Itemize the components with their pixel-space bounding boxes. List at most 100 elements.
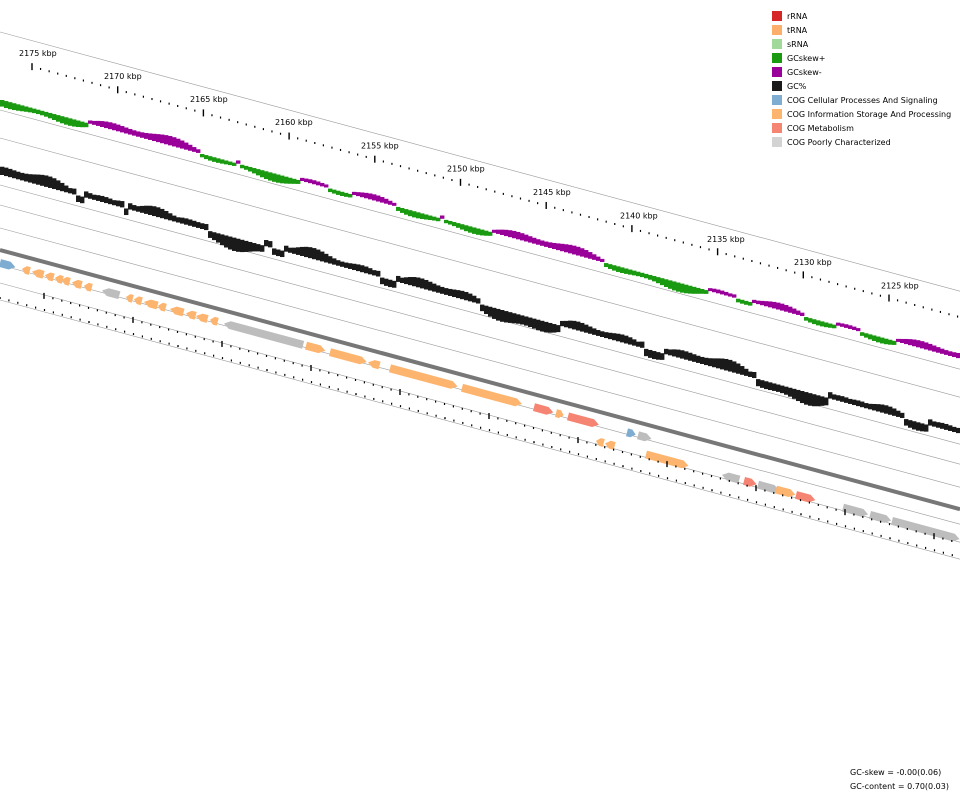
gc-content-bar — [508, 312, 513, 323]
gc-content-bar — [204, 224, 209, 231]
legend-item: COG Metabolism — [772, 121, 951, 135]
gc-skew-bar — [592, 254, 597, 260]
legend-label: sRNA — [787, 39, 809, 49]
gc-skew-bar — [720, 290, 725, 295]
gc-content-bar — [608, 332, 613, 340]
gc-skew-bar — [952, 352, 957, 358]
gc-content-bar — [936, 422, 941, 428]
legend-swatch — [772, 39, 782, 49]
gc-skew-bar — [924, 342, 929, 350]
gc-content-bar — [400, 277, 405, 283]
gc-skew-bar — [892, 340, 897, 345]
gc-content-bar — [72, 188, 77, 195]
gc-content-bar — [504, 311, 509, 323]
gc-skew-bar — [52, 114, 57, 121]
gc-content-bar — [48, 176, 53, 188]
gc-skew-bar — [368, 193, 373, 200]
gc-content-bar — [368, 268, 373, 275]
legend-item: rRNA — [772, 9, 951, 23]
gc-content-bar — [444, 288, 449, 295]
gc-skew-bar — [304, 178, 309, 183]
gc-skew-bar — [256, 169, 261, 176]
gc-skew-bar — [176, 138, 181, 148]
gc-content-track — [0, 166, 960, 434]
gc-content-bar — [716, 358, 721, 369]
gc-skew-bar — [36, 109, 41, 115]
gc-content-bar — [892, 408, 897, 416]
gc-skew-bar — [716, 289, 721, 294]
gc-skew-bar — [916, 340, 921, 348]
gc-content-bar — [884, 405, 889, 414]
legend-swatch — [772, 53, 782, 63]
gc-skew-bar — [32, 108, 37, 114]
gc-skew-bar — [140, 132, 145, 138]
gc-skew-bar — [580, 248, 585, 257]
legend-swatch — [772, 123, 782, 133]
gc-content-bar — [68, 188, 73, 194]
gc-content-bar — [416, 277, 421, 288]
gc-content-stat: GC-content = 0.70(0.03) — [850, 782, 949, 791]
gc-content-bar — [900, 412, 905, 418]
legend-swatch — [772, 95, 782, 105]
gc-skew-bar — [588, 252, 593, 259]
gc-skew-bar — [56, 115, 61, 122]
gc-skew-bar — [484, 230, 489, 236]
gc-content-bar — [524, 316, 529, 326]
gc-content-bar — [940, 422, 945, 429]
gc-content-bar — [260, 245, 265, 252]
gc-content-bar — [92, 194, 97, 200]
gc-skew-bar — [236, 160, 241, 164]
gc-content-bar — [684, 351, 689, 360]
gc-content-bar — [660, 353, 665, 360]
gc-content-bar — [356, 264, 361, 272]
gc-skew-bar — [572, 245, 577, 255]
gc-skew-bar — [704, 290, 709, 294]
gc-skew-bar — [440, 215, 445, 219]
gc-skew-bar — [436, 217, 441, 222]
gc-content-bar — [700, 356, 705, 364]
gc-content-bar — [88, 193, 93, 199]
gc-skew-bar — [776, 302, 781, 310]
gc-skew-bar — [672, 281, 677, 291]
gc-content-bar — [632, 339, 637, 346]
gc-skew-bar — [644, 273, 649, 279]
gc-content-bar — [312, 248, 317, 260]
gc-content-bar — [628, 337, 633, 345]
gc-skew-bar — [8, 102, 13, 110]
gc-skew-bar — [16, 104, 21, 111]
gc-content-bar — [76, 195, 81, 203]
gc-skew-bar — [500, 229, 505, 235]
gc-skew-bar — [760, 300, 765, 306]
gc-skew-bar — [856, 328, 861, 332]
gc-skew-bar — [204, 155, 209, 160]
gc-content-bar — [588, 326, 593, 334]
gc-content-bar — [484, 305, 489, 315]
gc-content-bar — [644, 348, 649, 357]
gc-skew-bar — [132, 130, 137, 136]
gc-content-bar — [100, 195, 105, 202]
gc-skew-bar — [724, 291, 729, 296]
gc-content-bar — [576, 321, 581, 331]
gc-skew-bar — [464, 225, 469, 232]
gc-content-bar — [324, 253, 329, 263]
gc-skew-bar — [268, 172, 273, 181]
gc-content-bar — [784, 386, 789, 395]
gene-arrow — [22, 266, 31, 275]
gene-arrow — [102, 288, 121, 300]
gc-skew-bar — [48, 112, 53, 119]
legend-item: GC% — [772, 79, 951, 93]
legend-label: COG Poorly Characterized — [787, 137, 891, 147]
gc-content-bar — [232, 237, 237, 251]
gc-content-bar — [340, 261, 345, 267]
gc-content-bar — [864, 403, 869, 409]
gc-content-bar — [280, 250, 285, 258]
gc-content-bar — [756, 379, 761, 387]
gc-content-bar — [304, 246, 309, 258]
gc-skew-bar — [472, 227, 477, 234]
gc-content-bar — [532, 318, 537, 329]
gc-content-bar — [492, 307, 497, 319]
gc-content-bar — [148, 205, 153, 215]
gc-content-bar — [928, 419, 933, 426]
gene-arrow — [869, 511, 892, 523]
legend-item: GCskew+ — [772, 51, 951, 65]
